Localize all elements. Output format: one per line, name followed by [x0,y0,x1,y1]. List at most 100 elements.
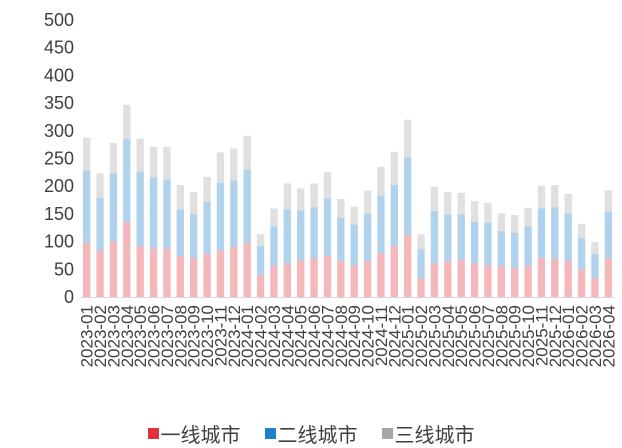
x-tick-label: 2026-01 [559,305,578,367]
bar-segment [109,241,118,297]
legend-swatch [147,428,159,439]
bar-segment [457,192,465,215]
bar-segment [190,214,198,259]
x-tick-label: 2023-10 [198,305,217,367]
x-tick-label: 2025-03 [425,305,444,367]
bar-segment [430,211,439,264]
x-tick-label: 2024-02 [252,305,271,367]
x-tick-label: 2024-10 [359,305,378,367]
bar-segment [363,260,372,297]
x-tick-label: 2025-11 [532,305,551,366]
bar-segment [564,193,572,214]
bar-segment [323,256,332,297]
bar-segment [297,188,305,211]
bar-segment [83,170,91,243]
bars-layer [83,104,612,297]
bar-segment [176,209,184,257]
bar-segment [203,176,211,202]
y-tick-label: 400 [44,65,74,85]
x-tick-label: 2025-01 [399,305,418,367]
bar-segment [136,138,144,172]
bar-segment [444,192,452,215]
bar-segment [511,232,519,269]
x-tick-label: 2023-07 [158,305,177,367]
bar-segment [497,213,505,232]
bar-segment [577,238,586,270]
x-tick-label: 2023-02 [91,305,110,367]
legend-item: 二线城市 [264,419,358,448]
bar-segment [390,246,398,297]
bar-segment [96,197,104,251]
bar-segment [564,260,572,297]
bar-segment [390,151,398,186]
bar-segment [591,242,599,255]
bar-segment [83,137,91,171]
x-tick-label: 2025-04 [439,305,458,367]
x-tick-label: 2024-01 [238,305,257,367]
bar-segment [283,263,291,297]
bar-segment [511,268,519,297]
bar-segment [123,222,131,297]
bar-segment [230,247,238,297]
bar-segment [484,265,492,297]
bar-segment [470,221,479,264]
x-tick-label: 2024-09 [345,305,364,367]
bar-segment [190,192,198,215]
bar-segment [270,208,278,227]
bar-segment [149,177,158,249]
bar-segment [577,269,586,297]
x-tick-label: 2025-12 [546,305,565,367]
x-tick-label: 2024-03 [265,305,284,367]
x-tick-label: 2025-10 [519,305,538,367]
bar-segment [444,261,452,297]
bar-segment [283,209,291,264]
x-tick-label: 2023-11 [211,305,230,366]
bar-segment [430,186,439,212]
bar-segment [109,173,118,242]
bar-segment [363,190,372,214]
bar-segment [417,234,425,250]
bar-segment [537,258,546,297]
bar-segment [136,171,144,247]
x-tick-label: 2024-05 [292,305,311,367]
x-tick-label: 2024-06 [305,305,324,367]
bar-segment [310,183,318,208]
bar-segment [123,104,131,140]
legend-swatch [264,428,276,439]
x-tick-label: 2023-05 [131,305,150,367]
bar-segment [203,253,211,297]
bar-segment [551,258,559,297]
x-tick-label: 2025-05 [452,305,471,367]
bar-segment [230,180,238,248]
y-tick-label: 0 [64,287,74,307]
x-tick-label: 2024-04 [278,305,297,367]
bar-segment [216,182,225,251]
x-tick-label: 2023-06 [145,305,164,367]
bar-segment [163,248,171,297]
bar-segment [484,202,492,223]
bar-segment [417,278,425,297]
legend-item: 一线城市 [147,419,241,448]
x-tick-label: 2025-07 [479,305,498,367]
x-tick-label: 2023-01 [78,305,97,367]
x-axis-tick-labels: 2023-012023-022023-032023-042023-052023-… [78,305,619,367]
bar-segment [323,172,332,199]
bar-segment [377,253,385,297]
bar-segment [109,142,118,174]
bar-segment [123,139,131,223]
y-tick-label: 450 [44,38,74,58]
bar-segment [149,146,158,178]
bar-segment [470,201,479,222]
bar-segment [390,185,398,247]
bar-segment [243,135,251,170]
bar-segment [497,266,505,297]
legend-label: 二线城市 [277,423,358,447]
x-tick-label: 2023-12 [225,305,244,367]
bar-segment [430,263,439,297]
bar-segment [350,206,358,225]
bar-segment [297,210,305,261]
bar-segment [350,224,358,266]
bar-segment [350,265,358,297]
